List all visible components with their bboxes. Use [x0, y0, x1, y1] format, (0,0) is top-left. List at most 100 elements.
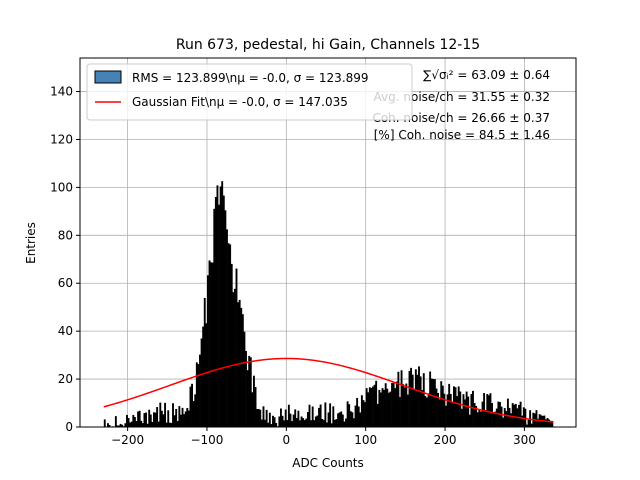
histogram-bar — [340, 411, 343, 427]
histogram-bar — [375, 380, 378, 427]
histogram-bar — [176, 421, 179, 427]
histogram-bar — [132, 414, 135, 427]
histogram-bar — [514, 403, 517, 427]
y-tick-label: 20 — [58, 372, 73, 386]
histogram-bar — [291, 421, 293, 427]
histogram-bar — [283, 420, 286, 427]
histogram-bar — [526, 424, 528, 427]
histogram-bar — [186, 407, 189, 427]
histogram-bar — [454, 387, 457, 427]
histogram-bar — [145, 412, 147, 427]
histogram-bar — [481, 401, 484, 427]
histogram-bar — [332, 406, 335, 427]
histogram-bar — [189, 386, 192, 427]
legend-frame — [86, 63, 413, 121]
histogram-bar — [376, 403, 379, 427]
histogram-bar — [119, 423, 122, 427]
histogram-bar — [319, 404, 322, 427]
histogram-bar — [502, 417, 505, 427]
histogram-bar — [422, 373, 425, 427]
histogram-bar — [165, 422, 168, 427]
histogram-bar — [421, 389, 424, 427]
histogram-bar — [440, 381, 443, 427]
histogram-bar — [476, 412, 479, 427]
histogram-bar — [338, 412, 341, 427]
histogram-bar — [265, 409, 268, 427]
histogram-bar — [348, 404, 351, 427]
histogram-bar — [195, 362, 198, 427]
histogram-bar — [468, 414, 471, 427]
histogram-bar — [297, 410, 300, 427]
histogram-bar — [530, 423, 533, 427]
histogram-bar — [452, 386, 455, 427]
histogram-bar — [494, 411, 497, 427]
histogram-bar — [248, 355, 251, 427]
histogram-bar — [133, 417, 136, 427]
histogram-bar — [424, 396, 427, 427]
histogram-bar — [289, 413, 292, 427]
histogram-bar — [202, 326, 205, 427]
histogram-bar — [127, 418, 130, 427]
histogram-bar — [513, 404, 516, 427]
histogram-bar — [373, 384, 376, 427]
histogram-bar — [413, 389, 416, 427]
histogram-bar — [173, 415, 176, 427]
histogram-bar — [268, 412, 271, 427]
histogram-bar — [545, 419, 547, 427]
histogram-bar — [427, 393, 430, 427]
histogram-bar — [399, 396, 401, 427]
histogram-bar — [245, 350, 247, 427]
histogram-bar — [352, 418, 355, 427]
histogram-bar — [135, 421, 138, 427]
histogram-bar — [200, 338, 203, 427]
histogram-bar — [322, 419, 325, 427]
histogram-bar — [179, 414, 182, 427]
histogram-bar — [235, 268, 238, 427]
histogram-bar — [206, 275, 209, 427]
y-axis-ticks: 0 20 40 60 80 100 120 140 — [50, 85, 80, 434]
histogram-bar — [478, 409, 481, 427]
histogram-bar — [273, 417, 276, 427]
histogram-bar — [108, 424, 111, 427]
histogram-bar — [383, 389, 386, 427]
y-tick-label: 80 — [58, 228, 73, 242]
histogram-bar — [379, 392, 382, 427]
histogram-bar — [151, 422, 154, 427]
histogram-bar — [191, 383, 193, 427]
histogram-bar — [208, 260, 211, 427]
histogram-bar — [416, 374, 419, 427]
legend: RMS = 123.899\nμ = -0.0, σ = 123.899 Gau… — [86, 63, 413, 121]
histogram-bar — [278, 416, 281, 427]
histogram-bar — [214, 197, 217, 427]
histogram-bar — [479, 411, 482, 427]
histogram-bar — [175, 408, 178, 427]
histogram-bar — [457, 386, 460, 427]
histogram-bar — [314, 416, 317, 427]
histogram-bar — [241, 314, 244, 427]
histogram-bar — [365, 388, 368, 427]
histogram-bar — [218, 204, 220, 427]
histogram-bar — [260, 419, 263, 427]
histogram-bar — [437, 392, 440, 427]
histogram-bar — [359, 412, 362, 427]
histogram-bar — [205, 323, 208, 427]
histogram-bar — [400, 370, 403, 427]
histogram-bar — [333, 419, 336, 427]
plot-frame — [79, 57, 577, 428]
histogram-bar — [294, 409, 297, 427]
histogram-bar — [140, 420, 143, 427]
histogram-bar — [116, 425, 119, 427]
histogram-bar — [486, 394, 489, 427]
histogram-bar — [451, 401, 454, 427]
x-tick-label: −100 — [190, 433, 223, 447]
histogram-bar — [438, 399, 441, 427]
histogram-bar — [337, 413, 340, 427]
histogram-bar — [326, 422, 328, 427]
histogram-bar — [397, 371, 400, 427]
histogram-bar — [406, 394, 409, 427]
annotation-sum-sigma: ∑√σᵢ² = 63.09 ± 0.64 — [423, 68, 550, 82]
histogram-bar — [284, 409, 287, 427]
x-axis-ticks: −200 −100 0 100 200 300 — [111, 427, 536, 447]
histogram-bar — [311, 406, 314, 427]
histogram-bar — [168, 422, 171, 427]
